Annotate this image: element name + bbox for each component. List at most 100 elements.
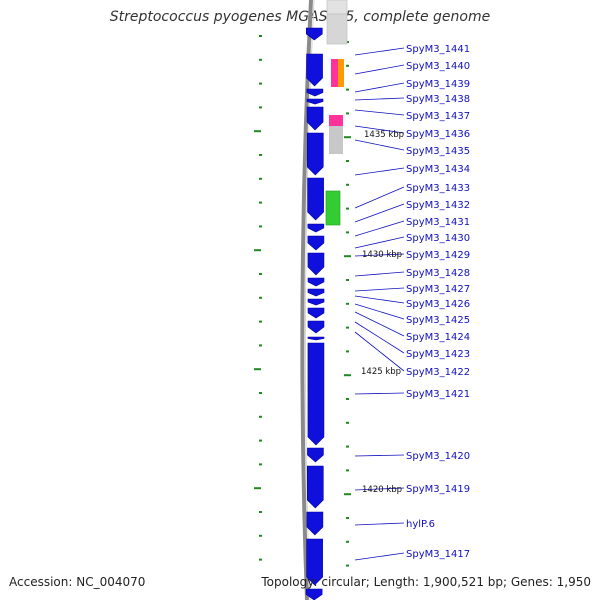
ruler-tick [259, 320, 262, 323]
gene-labels: SpyM3_1441 SpyM3_1440 SpyM3_1439 SpyM3_1438… [406, 44, 470, 560]
ruler-tick [259, 273, 262, 275]
gene-feature-gray [326, 0, 348, 15]
gene-feature-gray [326, 13, 348, 45]
label-leader [354, 303, 405, 320]
label-leader [354, 139, 405, 151]
kbp-label: 1430 kbp [362, 250, 402, 260]
ruler-tick [344, 374, 351, 377]
ruler-tick [344, 255, 351, 258]
gene-arrow [307, 223, 325, 233]
gene-arrow [306, 511, 324, 536]
gene-label: SpyM3_1421 [406, 389, 470, 400]
genome-summary: Topology: circular; Length: 1,900,521 bp… [261, 575, 591, 589]
ruler-tick [346, 350, 349, 353]
gene-arrow [306, 53, 323, 87]
label-leader [354, 82, 405, 93]
gene-arrow [306, 88, 324, 97]
feature-box-gray [329, 126, 343, 154]
kbp-label: 1425 kbp [361, 367, 401, 377]
gene-label: SpyM3_1438 [406, 94, 470, 105]
gene-arrow [307, 320, 325, 334]
gene-track [305, 0, 348, 600]
kbp-markers: 1435 kbp 1430 kbp 1425 kbp 1420 kbp [361, 130, 404, 495]
label-leaders [354, 47, 405, 561]
gene-arrow [307, 298, 325, 306]
gene-arrow [307, 342, 325, 446]
ruler-tick [346, 540, 349, 543]
ruler-tick [254, 487, 261, 490]
gene-label: SpyM3_1435 [406, 146, 470, 157]
gene-label: SpyM3_1432 [406, 200, 470, 211]
gene-arrow [306, 465, 324, 509]
label-leader [354, 47, 405, 56]
left-ruler [254, 35, 262, 561]
gene-arrow [307, 252, 325, 276]
ruler-tick [346, 469, 349, 472]
feature-track [325, 59, 344, 226]
gene-label: SpyM3_1417 [406, 549, 470, 560]
ruler-tick [346, 326, 349, 329]
gene-arrow [307, 307, 325, 319]
gene-label: SpyM3_1439 [406, 79, 470, 90]
gene-label: SpyM3_1426 [406, 299, 470, 310]
ruler-tick [259, 415, 262, 418]
gene-arrow [306, 106, 324, 131]
right-ruler [344, 41, 351, 567]
ruler-tick [346, 398, 349, 400]
ruler-tick [259, 534, 262, 537]
gene-arrow [306, 132, 324, 176]
gene-label: SpyM3_1429 [406, 250, 470, 261]
ruler-tick [254, 249, 261, 252]
feature-box-pink [331, 59, 338, 87]
ruler-tick [346, 302, 349, 305]
ruler-tick [259, 439, 262, 442]
gene-arrow [306, 538, 323, 586]
genome-title: Streptococcus pyogenes MGAS315, complete… [109, 9, 491, 25]
gene-arrow [307, 447, 324, 463]
gene-label: SpyM3_1437 [406, 111, 470, 122]
ruler-tick [254, 368, 261, 371]
gene-label: SpyM3_1427 [406, 284, 470, 295]
ruler-tick [346, 160, 349, 162]
gene-label: SpyM3_1422 [406, 367, 470, 378]
label-leader [354, 236, 405, 249]
gene-label: SpyM3_1425 [406, 315, 470, 326]
label-leader [354, 552, 405, 561]
gene-label: SpyM3_1436 [406, 129, 470, 140]
label-leader [354, 271, 405, 277]
ruler-tick [346, 64, 349, 67]
ruler-tick [259, 511, 262, 513]
gene-arrow [305, 27, 323, 41]
label-leader [354, 186, 405, 209]
feature-box-pink [329, 115, 343, 126]
label-leader [354, 125, 405, 134]
ruler-tick [259, 35, 262, 37]
label-leader [354, 454, 405, 457]
ruler-tick [259, 463, 262, 466]
gene-arrow [307, 336, 325, 341]
gene-arrow [306, 98, 324, 105]
gene-arrow [305, 588, 323, 600]
gene-label: SpyM3_1430 [406, 233, 470, 244]
ruler-tick [346, 564, 349, 567]
ruler-tick [259, 177, 262, 180]
label-leader [354, 321, 405, 354]
ruler-tick [346, 88, 349, 91]
feature-box-orange [338, 59, 344, 87]
ruler-tick [346, 183, 349, 186]
label-leader [354, 295, 405, 304]
gene-label: hylP.6 [406, 519, 435, 530]
gene-label: SpyM3_1441 [406, 44, 470, 55]
gene-label: SpyM3_1428 [406, 268, 470, 279]
ruler-tick [259, 558, 262, 561]
gene-arrow [307, 288, 325, 297]
label-leader [354, 109, 405, 116]
ruler-tick [259, 392, 262, 394]
label-leader [354, 167, 405, 176]
gene-arrow [307, 277, 325, 287]
kbp-label: 1420 kbp [362, 485, 402, 495]
label-leader [354, 253, 405, 257]
gene-label: SpyM3_1433 [406, 183, 470, 194]
